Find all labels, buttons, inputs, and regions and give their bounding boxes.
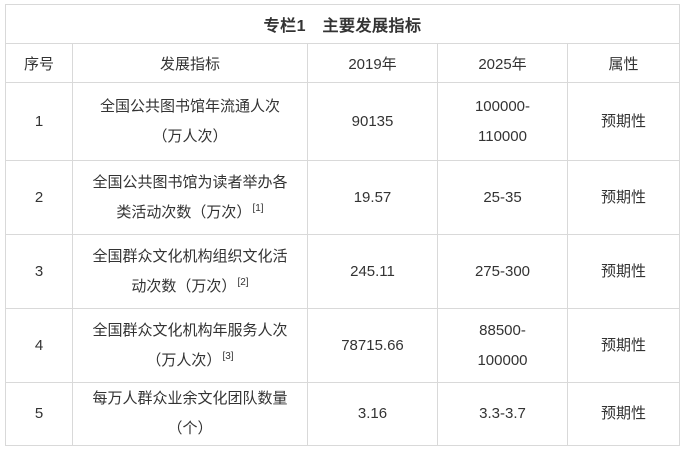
- attribute-cell-text: 预期性: [601, 336, 647, 354]
- indicator-cell-text: 全国群众文化机构年服务人次 （万人次）: [92, 321, 288, 369]
- attribute-cell-text: 预期性: [601, 262, 647, 280]
- indicator-cell: 每万人群众业余文化团队数量 （个）: [72, 382, 308, 446]
- value-2025-cell-text: 88500- 100000: [477, 321, 528, 369]
- row-number-cell-text: 2: [34, 188, 44, 206]
- attribute-cell: 预期性: [566, 160, 681, 235]
- table-row: 3 全国群众文化机构组织文化活 动次数（万次）[2] 245.11 275-300 预期…: [5, 234, 681, 309]
- attribute-cell-text: 预期性: [601, 405, 647, 422]
- table-body: 1 全国公共图书馆年流通人次 （万人次） 90135 100000- 110000 预期…: [5, 82, 681, 446]
- value-2025-cell: 275-300: [437, 234, 568, 309]
- table-header-row: 序号 发展指标 2019年 2025年 属性: [5, 43, 681, 83]
- indicator-cell: 全国公共图书馆年流通人次 （万人次）: [72, 82, 308, 161]
- attribute-cell-text: 预期性: [601, 188, 647, 206]
- row-number-cell: 2: [5, 160, 73, 235]
- table-title-row: 专栏1 主要发展指标: [4, 4, 681, 44]
- attribute-cell: 预期性: [566, 308, 681, 383]
- indicator-cell: 全国群众文化机构年服务人次 （万人次）[3]: [72, 308, 308, 383]
- attribute-cell-text: 预期性: [601, 112, 647, 130]
- attribute-cell: 预期性: [566, 234, 681, 309]
- indicator-cell: 全国群众文化机构组织文化活 动次数（万次）[2]: [72, 234, 308, 309]
- row-number-cell: 1: [5, 82, 73, 161]
- table-row: 1 全国公共图书馆年流通人次 （万人次） 90135 100000- 110000 预期…: [5, 82, 681, 161]
- row-number-cell-text: 1: [34, 112, 44, 130]
- main-indicators-panel: 专栏1 主要发展指标 序号 发展指标 2019年 2025年 属性 1 全国公共图…: [4, 4, 681, 446]
- row-number-cell-text: 4: [34, 336, 44, 354]
- value-2025-cell: 88500- 100000: [437, 308, 568, 383]
- footnote-marker: [1]: [252, 202, 264, 214]
- value-2019-cell: 245.11: [307, 234, 438, 309]
- value-2025-cell-text: 3.3-3.7: [479, 405, 526, 422]
- value-2019-cell: 3.16: [307, 382, 438, 446]
- column-header-no: 序号: [5, 43, 73, 83]
- value-2019-cell-text: 3.16: [357, 405, 388, 422]
- value-2019-cell: 78715.66: [307, 308, 438, 383]
- table-row: 4 全国群众文化机构年服务人次 （万人次）[3] 78715.66 88500- 10…: [5, 308, 681, 383]
- attribute-cell: 预期性: [566, 82, 681, 161]
- value-2019-cell-text: 90135: [351, 112, 394, 130]
- indicator-cell-text: 每万人群众业余文化团队数量 （个）: [92, 390, 288, 437]
- value-2025-cell: 25-35: [437, 160, 568, 235]
- indicator-cell: 全国公共图书馆为读者举办各 类活动次数（万次）[1]: [72, 160, 308, 235]
- value-2019-cell: 19.57: [307, 160, 438, 235]
- indicator-cell-text: 全国公共图书馆年流通人次 （万人次）: [99, 97, 280, 145]
- attribute-cell: 预期性: [566, 382, 681, 446]
- value-2025-cell: 100000- 110000: [437, 82, 568, 161]
- value-2019-cell-text: 78715.66: [341, 336, 404, 354]
- footnote-marker: [3]: [222, 350, 234, 362]
- value-2019-cell-text: 245.11: [350, 262, 395, 280]
- value-2025-cell-text: 25-35: [483, 188, 522, 206]
- column-header-attr: 属性: [566, 43, 681, 83]
- value-2025-cell-text: 275-300: [474, 262, 531, 280]
- row-number-cell-text: 3: [34, 262, 44, 280]
- row-number-cell: 4: [5, 308, 73, 383]
- indicator-cell-text: 全国公共图书馆为读者举办各 类活动次数（万次）: [92, 173, 288, 221]
- table-title: 专栏1 主要发展指标: [4, 4, 681, 44]
- row-number-cell-text: 5: [34, 405, 44, 422]
- row-number-cell: 5: [5, 382, 73, 446]
- column-header-indicator: 发展指标: [72, 43, 308, 83]
- footnote-marker: [2]: [237, 276, 249, 288]
- row-number-cell: 3: [5, 234, 73, 309]
- value-2019-cell-text: 19.57: [353, 188, 392, 206]
- column-header-2019: 2019年: [307, 43, 438, 83]
- table-row: 2 全国公共图书馆为读者举办各 类活动次数（万次）[1] 19.57 25-35 预期性: [5, 160, 681, 235]
- value-2019-cell: 90135: [307, 82, 438, 161]
- table-row: 5 每万人群众业余文化团队数量 （个） 3.16 3.3-3.7 预期性: [5, 382, 681, 446]
- indicators-table: 专栏1 主要发展指标 序号 发展指标 2019年 2025年 属性 1 全国公共图…: [4, 4, 681, 446]
- indicator-cell-text: 全国群众文化机构组织文化活 动次数（万次）: [92, 247, 288, 295]
- value-2025-cell-text: 100000- 110000: [474, 97, 531, 145]
- value-2025-cell: 3.3-3.7: [437, 382, 568, 446]
- column-header-2025: 2025年: [437, 43, 568, 83]
